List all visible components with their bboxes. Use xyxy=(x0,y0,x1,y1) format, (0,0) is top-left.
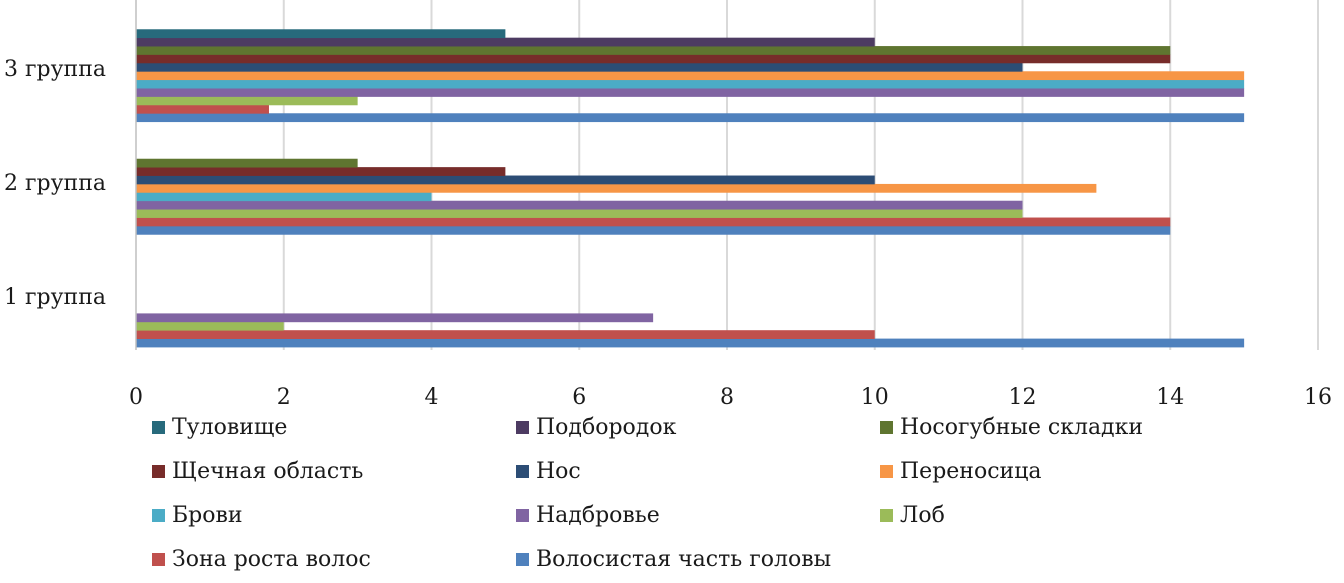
legend-item-брови: Брови xyxy=(152,503,243,528)
x-tick-label: 6 xyxy=(572,385,586,410)
legend-item-подбородок: Подбородок xyxy=(516,415,677,440)
legend-swatch xyxy=(152,553,165,566)
category-label: 1 группа xyxy=(4,285,106,310)
legend-label: Лоб xyxy=(900,503,945,528)
legend-item-надбровье: Надбровье xyxy=(516,503,660,528)
legend-item-нос: Нос xyxy=(516,459,581,484)
legend-swatch xyxy=(152,509,165,522)
x-tick-label: 4 xyxy=(425,385,439,410)
bar-надбровье-3 xyxy=(136,88,1245,97)
bar-брови-2 xyxy=(136,192,432,202)
bar-нос-3 xyxy=(136,62,1023,72)
bar-надбровье-1 xyxy=(136,313,654,323)
x-tick-label: 14 xyxy=(1156,385,1184,410)
category-label: 2 группа xyxy=(4,171,106,196)
bar-лоб-2 xyxy=(136,209,1023,218)
legend-item-туловище: Туловище xyxy=(152,415,287,440)
legend-item-переносица: Переносица xyxy=(880,459,1041,484)
legend: Туловище Подбородок Носогубные складки Щечн… xyxy=(152,415,1143,572)
bar-подбородок-3 xyxy=(136,37,875,47)
bar-щечная-область-2 xyxy=(136,167,506,176)
legend-swatch xyxy=(152,421,165,434)
bar-туловище-3 xyxy=(136,29,506,39)
legend-label: Надбровье xyxy=(536,503,660,528)
x-tick-label: 0 xyxy=(129,385,143,410)
bar-носогубные-складки-2 xyxy=(136,158,358,168)
x-tick-label: 8 xyxy=(720,385,734,410)
legend-label: Брови xyxy=(172,503,243,528)
legend-label: Туловище xyxy=(172,415,287,440)
bar-волосистая-часть-головы-1 xyxy=(136,338,1245,348)
bar-нос-2 xyxy=(136,175,875,185)
x-tick-label: 16 xyxy=(1304,385,1332,410)
category-label: 3 группа xyxy=(4,57,106,82)
x-tick-label: 10 xyxy=(861,385,889,410)
legend-item-щечная-область: Щечная область xyxy=(152,459,363,484)
bar-волосистая-часть-головы-2 xyxy=(136,225,1171,235)
legend-label: Нос xyxy=(536,459,581,484)
legend-swatch xyxy=(516,509,529,522)
legend-label: Переносица xyxy=(900,459,1041,484)
bar-волосистая-часть-головы-3 xyxy=(136,113,1245,123)
bar-брови-3 xyxy=(136,79,1245,89)
legend-label: Щечная область xyxy=(172,459,363,484)
bar-переносица-3 xyxy=(136,71,1245,81)
bars xyxy=(136,29,1245,348)
bar-носогубные-складки-3 xyxy=(136,46,1171,55)
legend-item-носогубные-складки: Носогубные складки xyxy=(880,415,1143,440)
bar-лоб-1 xyxy=(136,321,284,331)
bar-зона-роста-волос-1 xyxy=(136,330,875,339)
bar-зона-роста-волос-2 xyxy=(136,217,1171,227)
legend-swatch xyxy=(880,465,893,478)
legend-item-зона-роста-волос: Зона роста волос xyxy=(152,547,371,572)
legend-label: Носогубные складки xyxy=(900,415,1143,440)
legend-swatch xyxy=(516,421,529,434)
legend-label: Зона роста волос xyxy=(172,547,371,572)
axes: 0 2 4 6 8 10 12 14 16 1 группа 2 группа 3 группа xyxy=(4,0,1332,410)
legend-label: Подбородок xyxy=(536,415,677,440)
legend-swatch xyxy=(880,509,893,522)
legend-swatch xyxy=(880,421,893,434)
bar-щечная-область-3 xyxy=(136,54,1171,64)
x-tick-label: 2 xyxy=(277,385,291,410)
x-tick-label: 12 xyxy=(1009,385,1037,410)
bar-зона-роста-волос-3 xyxy=(136,104,269,114)
bar-надбровье-2 xyxy=(136,200,1023,210)
legend-swatch xyxy=(516,553,529,566)
bar-переносица-2 xyxy=(136,183,1097,193)
bar-лоб-3 xyxy=(136,96,358,106)
legend-label: Волосистая часть головы xyxy=(536,547,831,572)
legend-item-волосистая-часть-головы: Волосистая часть головы xyxy=(516,547,831,572)
legend-swatch xyxy=(516,465,529,478)
legend-item-лоб: Лоб xyxy=(880,503,945,528)
legend-swatch xyxy=(152,465,165,478)
